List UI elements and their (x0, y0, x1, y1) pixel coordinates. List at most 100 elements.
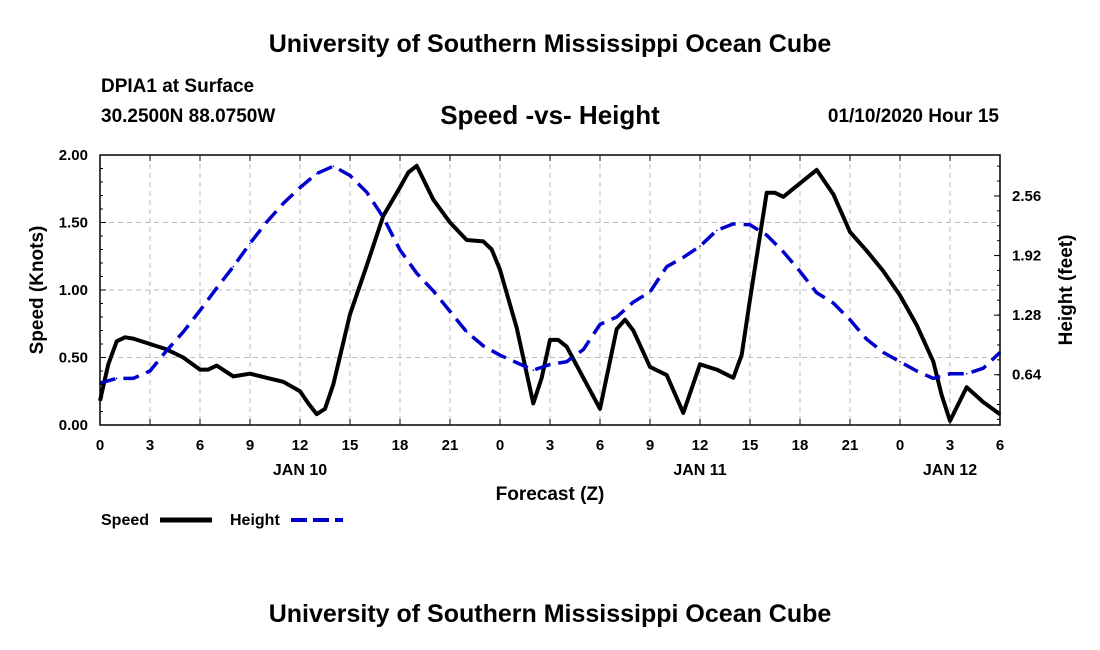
x-tick-label: 6 (196, 437, 204, 454)
data-point-speed (215, 364, 218, 367)
data-point-speed (899, 294, 901, 297)
day-label: JAN 12 (923, 462, 977, 479)
data-point-height (232, 265, 235, 268)
x-tick-label: 0 (896, 437, 904, 454)
data-point-height (132, 377, 135, 380)
data-point-height (115, 377, 118, 380)
data-point-height (515, 361, 518, 364)
x-tick-label: 9 (646, 437, 654, 454)
data-point-speed (865, 250, 868, 252)
day-label: JAN 11 (673, 462, 726, 479)
data-point-height (532, 369, 535, 371)
data-point-height (482, 345, 485, 347)
data-point-height (449, 310, 451, 313)
x-tick-label: 12 (292, 437, 309, 454)
data-point-speed (149, 343, 151, 345)
x-tick-label: 0 (96, 437, 104, 454)
data-point-height (732, 223, 735, 225)
x-tick-label: 12 (692, 437, 709, 454)
series-line-speed (98, 163, 1002, 423)
grid-layer (100, 155, 1000, 425)
data-point-height (599, 323, 601, 326)
data-point-speed (515, 327, 518, 329)
x-tick-label: 3 (546, 437, 554, 454)
data-point-height (432, 290, 435, 292)
data-point-speed (565, 345, 568, 348)
data-point-speed (382, 215, 385, 217)
data-point-speed (399, 186, 401, 189)
data-point-speed (249, 372, 251, 375)
data-point-height (882, 351, 885, 354)
data-point-height (249, 242, 251, 245)
data-point-speed (407, 171, 410, 174)
data-point-height (282, 202, 285, 205)
day-label: JAN 10 (273, 462, 327, 479)
data-point-height (349, 174, 351, 177)
data-point-height (215, 287, 218, 289)
axis-layer: 0 3 6 9 12 15 18 21 0 3 6 9 12 15 18 21 0 3 6 0.00 0.50 1.00 1… (59, 147, 1042, 479)
data-point-height (899, 360, 901, 363)
data-point-height (582, 348, 585, 351)
y-tick-label: 2.00 (59, 147, 88, 164)
data-point-height (382, 216, 385, 219)
y2-tick-label: 1.92 (1012, 248, 1041, 265)
station-label: DPIA1 at Surface (101, 76, 255, 97)
data-point-speed (432, 198, 435, 201)
data-point-speed (615, 328, 618, 330)
data-point-speed (482, 240, 485, 243)
data-point-speed (540, 377, 543, 379)
x-tick-label: 0 (496, 437, 504, 454)
data-point-speed (749, 298, 751, 301)
y-tick-label: 1.50 (59, 215, 88, 232)
data-point-speed (882, 270, 885, 272)
data-point-speed (932, 360, 935, 363)
y-tick-label: 0.00 (59, 417, 88, 434)
data-point-speed (649, 366, 651, 368)
data-point-height (415, 272, 418, 275)
data-point-speed (982, 401, 985, 403)
data-point-height (982, 367, 985, 370)
data-point-height (399, 249, 401, 251)
data-point-speed (832, 193, 835, 195)
data-point-speed (665, 374, 668, 376)
x-tick-label: 6 (596, 437, 604, 454)
data-point-speed (107, 363, 110, 366)
data-point-height (715, 229, 718, 232)
data-point-speed (682, 412, 685, 414)
data-point-speed (282, 381, 285, 383)
data-point-speed (715, 368, 718, 371)
data-point-speed (732, 377, 735, 379)
data-point-height (932, 377, 935, 380)
data-point-height (299, 186, 301, 189)
data-point-height (849, 319, 851, 321)
y-tick-label: 0.50 (59, 350, 88, 367)
page-title: University of Southern Mississippi Ocean… (268, 30, 832, 58)
data-point-height (665, 265, 668, 268)
data-point-speed (582, 377, 585, 379)
data-point-speed (915, 324, 918, 326)
data-point-height (632, 301, 635, 303)
data-point-height (782, 251, 785, 253)
x-tick-label: 21 (442, 437, 459, 454)
x-tick-label: 18 (792, 437, 809, 454)
data-point-speed (332, 383, 335, 386)
data-point-speed (115, 340, 118, 343)
data-point-speed (965, 386, 968, 389)
data-point-height (649, 291, 651, 293)
data-point-speed (782, 196, 785, 198)
y2-tick-label: 1.28 (1012, 307, 1041, 324)
data-point-height (332, 165, 335, 167)
data-point-speed (324, 408, 326, 410)
data-point-speed (815, 169, 818, 171)
data-point-speed (299, 390, 301, 393)
data-point-speed (532, 402, 535, 405)
legend-label-speed: Speed (101, 512, 149, 529)
coordinates-label: 30.2500N 88.0750W (101, 106, 276, 127)
x-tick-label: 3 (146, 437, 154, 454)
data-point-speed (499, 269, 501, 271)
x-tick-label: 3 (946, 437, 954, 454)
data-point-height (565, 360, 568, 363)
data-point-height (149, 370, 151, 372)
footer-title: University of Southern Mississippi Ocean… (268, 600, 832, 628)
